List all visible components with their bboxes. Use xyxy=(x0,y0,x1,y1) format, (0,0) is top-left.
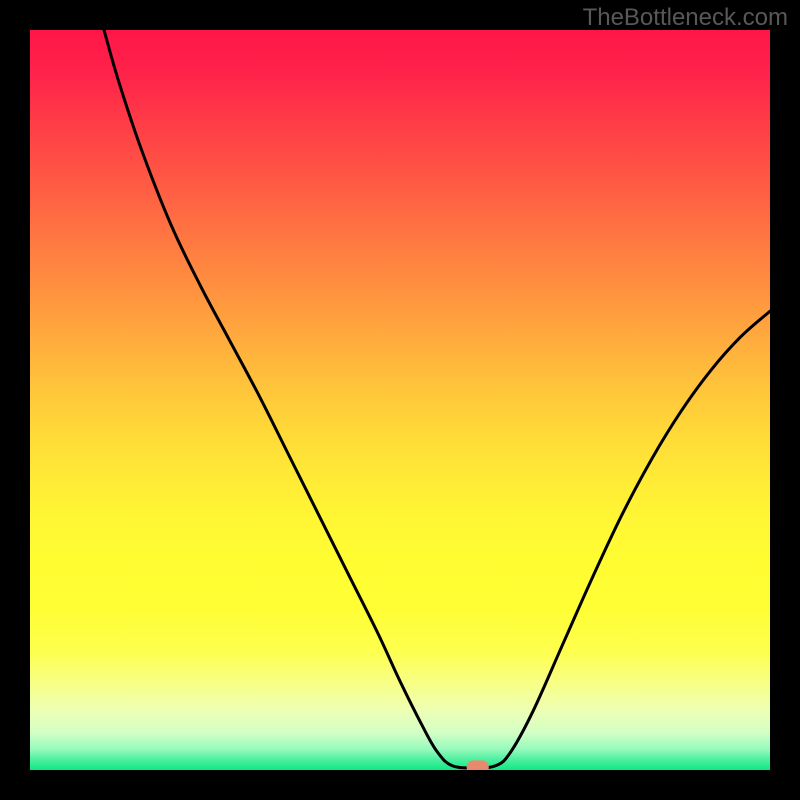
plot-background xyxy=(30,30,770,770)
plot-area xyxy=(30,30,770,770)
optimal-point-marker xyxy=(467,760,489,770)
figure-outer: TheBottleneck.com xyxy=(0,0,800,800)
plot-svg xyxy=(30,30,770,770)
watermark-text: TheBottleneck.com xyxy=(583,4,788,32)
